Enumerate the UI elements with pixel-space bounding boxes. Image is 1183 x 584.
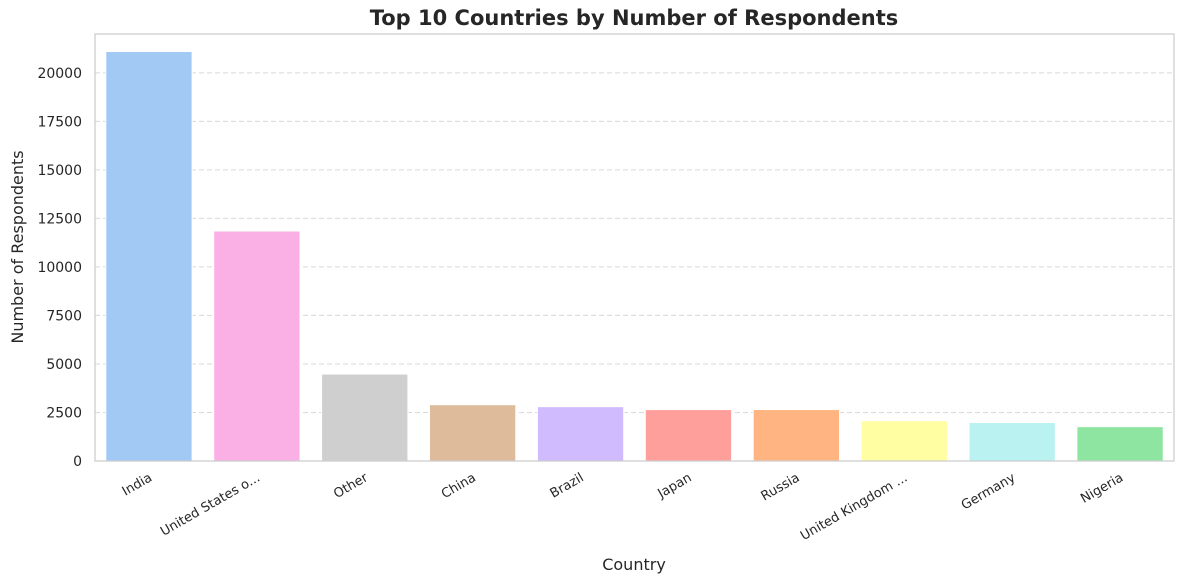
y-tick-label: 7500 <box>46 308 82 324</box>
bar-brazil <box>536 406 625 462</box>
y-tick-label: 17500 <box>37 114 82 130</box>
chart-title: Top 10 Countries by Number of Respondent… <box>370 6 899 30</box>
y-tick-label: 12500 <box>37 211 82 227</box>
plot-frame <box>94 33 1175 462</box>
bar-china <box>428 404 517 462</box>
y-tick-labels: 0 2500 5000 7500 10000 12500 15000 17500 20000 <box>37 66 82 470</box>
bar-united-kingdom <box>860 420 948 462</box>
bar-nigeria <box>1076 426 1164 462</box>
y-tick-label: 5000 <box>46 357 82 373</box>
bar-united-states-o <box>213 230 301 462</box>
y-tick-label: 10000 <box>37 260 82 276</box>
y-tick-label: 15000 <box>37 163 82 179</box>
bar-india <box>105 50 193 462</box>
bar-germany <box>968 422 1056 462</box>
y-tick-label: 20000 <box>37 66 82 82</box>
y-tick-label: 0 <box>73 454 82 470</box>
bars <box>105 50 1164 462</box>
bar-japan <box>644 409 733 462</box>
bar-other <box>321 373 409 462</box>
y-axis-label: Number of Respondents <box>8 150 27 343</box>
y-tick-label: 2500 <box>46 405 82 421</box>
x-axis-label: Country <box>602 555 666 574</box>
bar-russia <box>752 409 841 462</box>
